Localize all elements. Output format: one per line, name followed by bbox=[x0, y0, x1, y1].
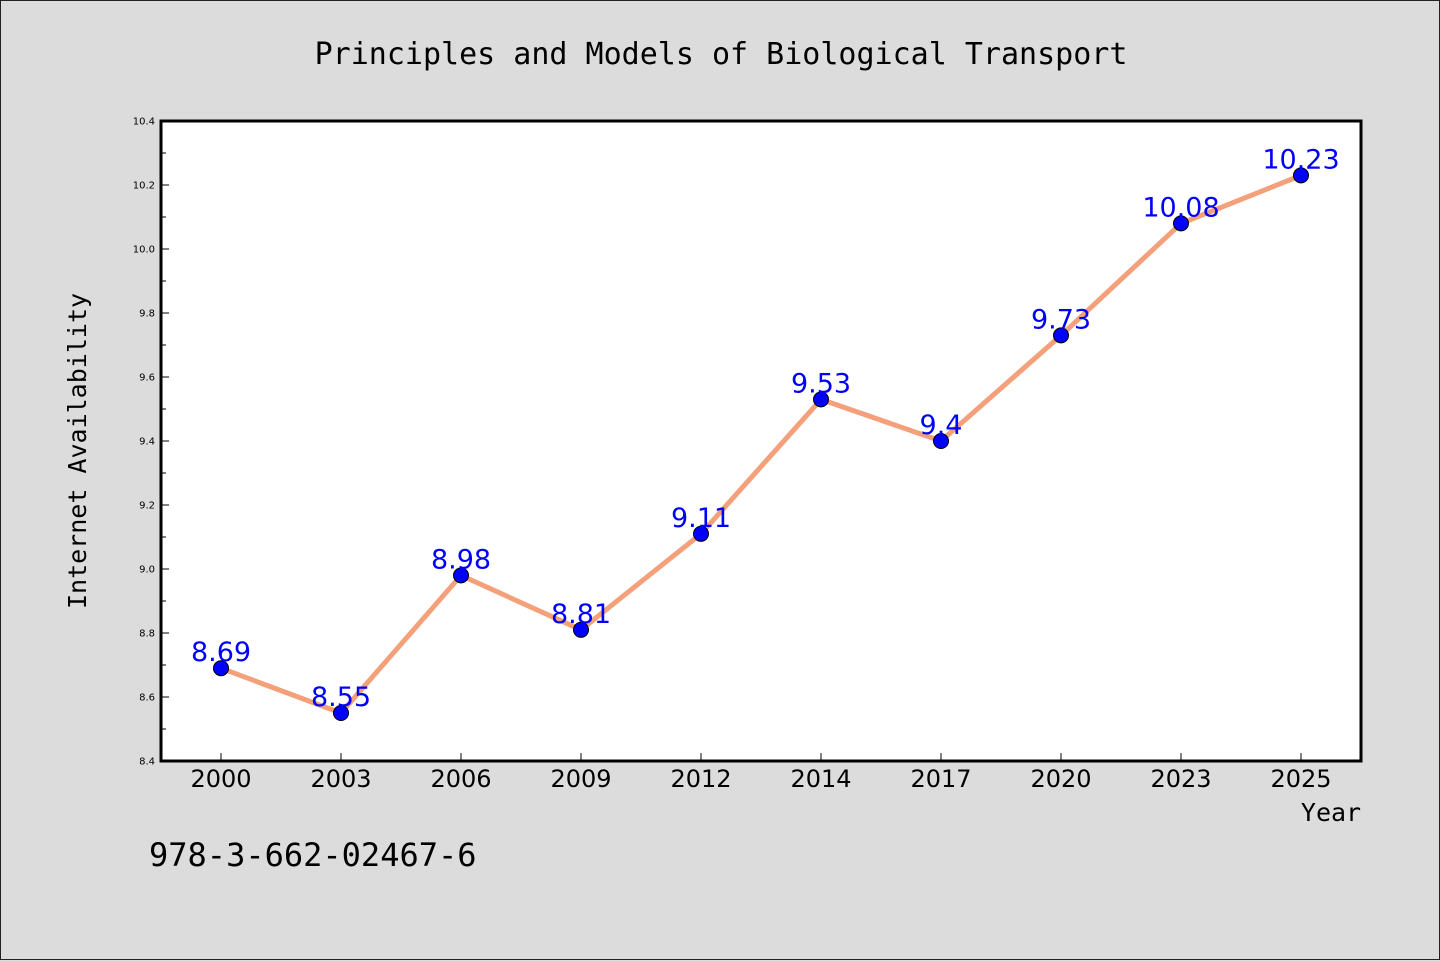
footer-code: 978-3-662-02467-6 bbox=[149, 836, 477, 874]
data-point-marker bbox=[1293, 167, 1309, 184]
series-line bbox=[220, 173, 1302, 716]
x-tick-label: 2003 bbox=[310, 765, 371, 793]
data-label: 9.11 bbox=[671, 503, 731, 534]
data-label: 10.23 bbox=[1262, 144, 1339, 175]
data-label: 9.4 bbox=[920, 410, 963, 441]
y-tick-label: 9.4 bbox=[139, 437, 155, 448]
series-markers bbox=[213, 167, 1309, 721]
data-label: 8.69 bbox=[191, 637, 251, 668]
data-point-marker bbox=[813, 391, 829, 408]
data-label: 8.55 bbox=[311, 682, 371, 713]
x-tick-label: 2017 bbox=[910, 765, 971, 793]
y-tick-label: 10.4 bbox=[133, 117, 155, 128]
data-label: 9.53 bbox=[791, 368, 851, 399]
data-point-marker bbox=[933, 433, 949, 449]
chart-title: Principles and Models of Biological Tran… bbox=[315, 37, 1128, 72]
x-tick-label: 2009 bbox=[550, 765, 611, 793]
x-tick-label: 2025 bbox=[1270, 765, 1331, 793]
data-point-marker bbox=[1053, 327, 1069, 344]
x-tick-label: 2012 bbox=[670, 765, 731, 793]
x-tick-label: 2000 bbox=[190, 765, 251, 793]
x-tick-label: 2023 bbox=[1150, 765, 1211, 793]
data-label: 8.81 bbox=[551, 599, 611, 630]
y-axis-title: Internet Availability bbox=[63, 293, 92, 609]
x-axis-title: Year bbox=[1301, 798, 1361, 827]
y-tick-label: 9.2 bbox=[139, 501, 155, 512]
data-point-marker bbox=[573, 621, 589, 638]
y-tick-label: 9.0 bbox=[139, 565, 155, 576]
y-tick-label: 9.6 bbox=[139, 373, 155, 384]
data-label: 9.73 bbox=[1031, 304, 1091, 335]
x-axis: 2000 2003 2006 2009 2012 2014 2017 2020 2023 2025 bbox=[190, 753, 1332, 793]
plot-area bbox=[159, 119, 1363, 763]
y-tick-label: 10.0 bbox=[133, 245, 155, 256]
data-label: 8.98 bbox=[431, 544, 491, 575]
x-tick-label: 2020 bbox=[1030, 765, 1091, 793]
y-tick-label: 8.4 bbox=[139, 757, 155, 768]
data-label: 10.08 bbox=[1142, 192, 1219, 223]
y-tick-label: 8.8 bbox=[139, 629, 155, 640]
data-point-marker bbox=[333, 705, 349, 721]
x-tick-label: 2006 bbox=[430, 765, 491, 793]
data-point-marker bbox=[693, 525, 709, 542]
data-point-marker bbox=[453, 567, 469, 584]
data-point-marker bbox=[213, 660, 229, 677]
y-tick-label: 10.2 bbox=[133, 181, 155, 192]
y-tick-label: 8.6 bbox=[139, 693, 155, 704]
y-axis: 8.4 8.6 8.8 9.0 9.2 9.4 9.6 9.8 10.0 10.2 10.4 bbox=[133, 117, 169, 768]
y-tick-label: 9.8 bbox=[139, 309, 155, 320]
data-point-marker bbox=[1173, 215, 1189, 232]
data-labels: 8.69 8.55 8.98 8.81 9.11 9.53 9.4 9.73 10.08 10.2… bbox=[191, 144, 1340, 713]
x-tick-label: 2014 bbox=[790, 765, 851, 793]
